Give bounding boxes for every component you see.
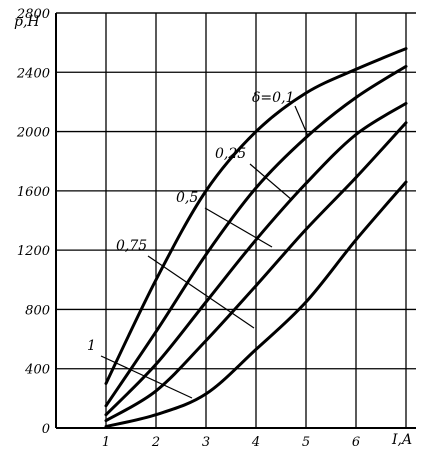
series-label-leader	[294, 105, 309, 137]
x-axis-label: I,A	[391, 432, 412, 448]
series-line-2	[104, 101, 408, 417]
x-tick-label: 1	[102, 435, 110, 450]
y-tick-label: 1600	[17, 185, 50, 200]
label-leaders	[100, 105, 309, 399]
series-line-3	[104, 121, 408, 423]
x-tick-labels: 1 2 3 4 5 6	[102, 435, 360, 450]
y-tick-label: 2400	[16, 66, 50, 81]
series-label-leader	[147, 255, 255, 329]
series-label-leader	[249, 163, 293, 201]
y-tick-label: 800	[25, 303, 50, 318]
y-tick-label: 0	[42, 422, 50, 437]
series-line-1	[104, 64, 408, 408]
series-line-0	[104, 47, 408, 385]
axes	[55, 13, 416, 429]
series-label: 1	[87, 338, 96, 354]
series-labels: δ=0,1 0,25 0,5 0,75 1	[87, 90, 294, 354]
x-tick-label: 4	[251, 435, 260, 450]
y-tick-label: 1200	[17, 244, 50, 259]
series-lines	[104, 47, 408, 428]
series-line-4	[104, 180, 408, 428]
y-tick-label: 2800	[16, 7, 50, 22]
x-tick-label: 6	[352, 435, 360, 450]
y-axis-label: p,H	[14, 14, 40, 30]
x-tick-label: 2	[151, 435, 160, 450]
series-label-leader	[100, 355, 193, 399]
series-label: δ=0,1	[252, 90, 294, 106]
series-label: 0,5	[176, 190, 198, 206]
y-tick-labels: 0 400 800 1200 1600 2000 2400 2800	[16, 7, 50, 437]
y-tick-label: 2000	[16, 126, 50, 141]
series-label: 0,75	[116, 238, 147, 254]
y-tick-label: 400	[24, 363, 50, 378]
x-tick-label: 5	[302, 435, 310, 450]
x-tick-label: 3	[202, 435, 210, 450]
series-label: 0,25	[215, 146, 246, 162]
series-label-leader	[204, 207, 273, 248]
grid	[56, 12, 416, 428]
